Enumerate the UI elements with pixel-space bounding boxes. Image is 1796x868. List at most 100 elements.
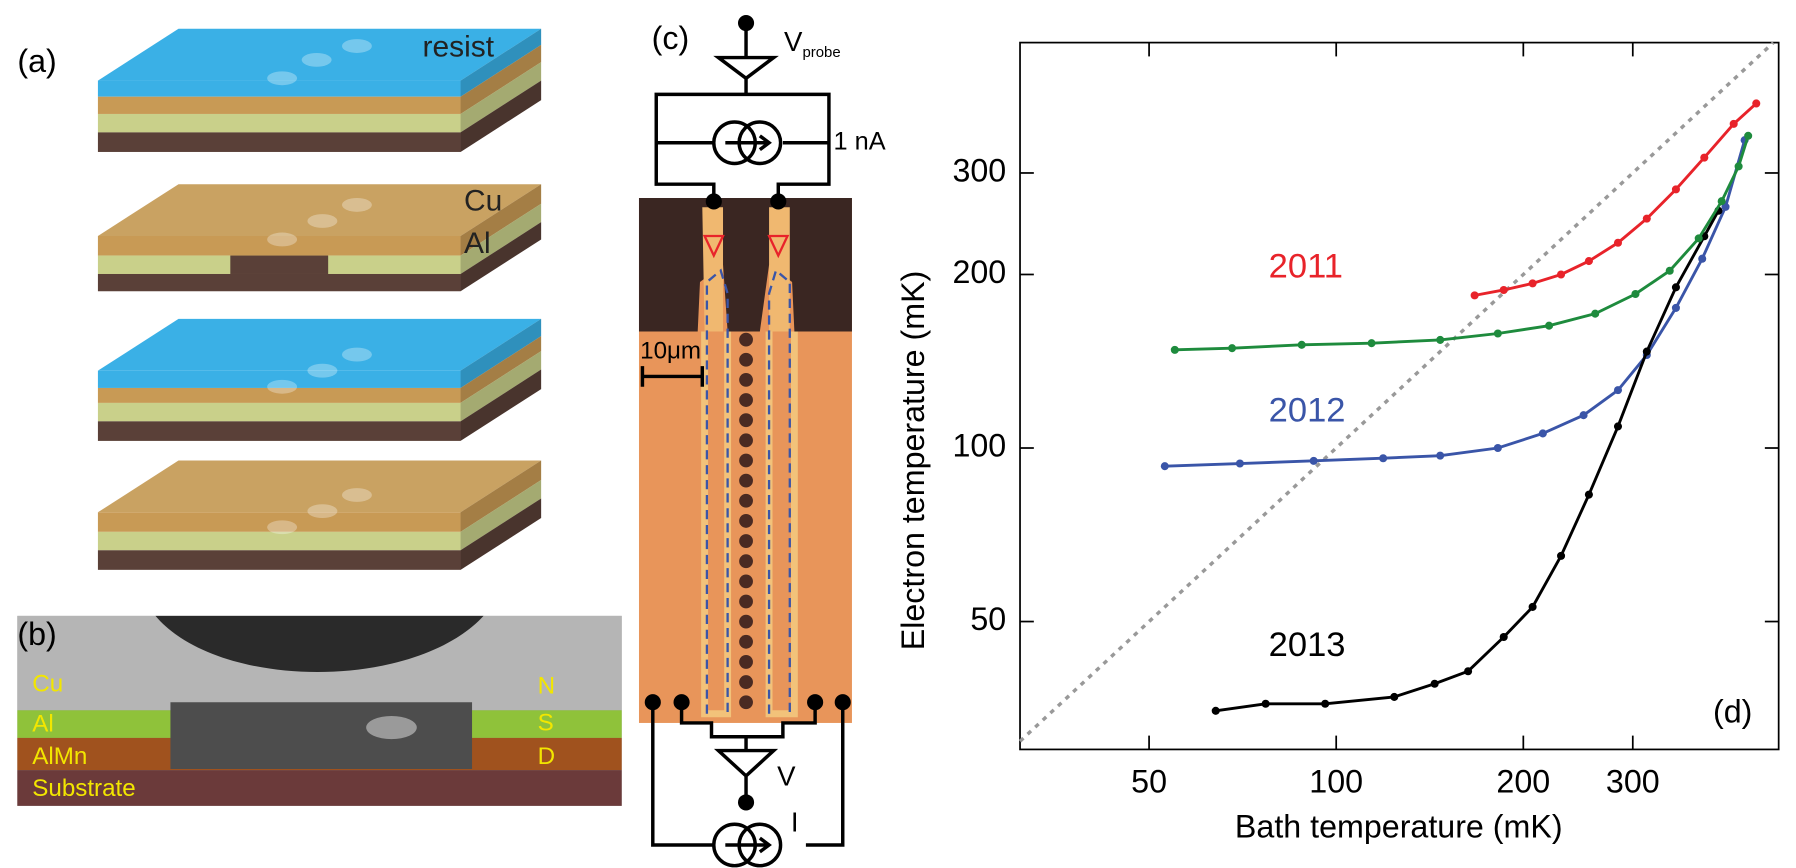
sem-substrate: [17, 770, 622, 806]
slab-layer: [97, 80, 461, 97]
slab-layer: [97, 531, 461, 551]
data-point: [1591, 309, 1600, 318]
data-point: [1613, 238, 1623, 247]
data-point: [1470, 291, 1479, 300]
slab-layer: [97, 402, 461, 422]
slab-shade: [460, 62, 542, 133]
pillar: [301, 52, 332, 67]
data-point: [1665, 266, 1674, 275]
terminals: [644, 14, 851, 811]
data-point: [1557, 551, 1566, 560]
slab-top: [97, 460, 542, 513]
current-label: I: [791, 807, 799, 838]
data-point: [1235, 459, 1244, 468]
data-point: [1642, 347, 1651, 356]
pillar: [307, 363, 338, 378]
series-label: 2011: [1269, 247, 1343, 285]
layer-label: Substrate: [32, 775, 135, 802]
series-line: [1474, 102, 1758, 297]
slab-gap: [230, 255, 329, 274]
panel-label: (c): [652, 20, 690, 56]
slab-layer: [97, 370, 461, 388]
layer-label: N: [538, 673, 555, 700]
panel-label: (a): [17, 43, 56, 79]
circuit: [651, 25, 845, 868]
terminal: [807, 694, 824, 711]
pillar: [307, 504, 338, 519]
slab-shade: [460, 44, 542, 114]
data-point: [1752, 99, 1761, 108]
sem-image: [17, 615, 622, 806]
pillar: [267, 379, 298, 394]
sem-particle: [366, 716, 417, 740]
panel-label: (b): [17, 616, 56, 652]
slab-side: [460, 80, 542, 152]
data-point: [1499, 633, 1508, 642]
slab-side: [460, 480, 542, 551]
slab-side: [460, 369, 542, 441]
layer-label: Cu: [32, 670, 63, 697]
device-outline: [705, 268, 791, 714]
slab-shade: [460, 460, 542, 532]
slab-shade: [460, 336, 542, 403]
current-arrow: [725, 836, 772, 854]
circuit-wire: [654, 25, 831, 199]
slab-top: [97, 318, 542, 371]
pillar: [267, 232, 298, 247]
data-point: [1493, 329, 1502, 338]
data-point: [1642, 214, 1651, 223]
data-point: [1584, 257, 1593, 266]
device-dot: [739, 675, 753, 689]
data-point: [1744, 131, 1753, 140]
x-tick-label: 100: [1309, 763, 1363, 799]
series-label: 2012: [1269, 391, 1346, 429]
slab-layer: [97, 512, 461, 532]
terminal: [770, 193, 787, 210]
data-point: [1430, 679, 1439, 688]
x-tick-label: 200: [1496, 763, 1550, 799]
slab-layer: [97, 235, 461, 256]
slab-shade: [460, 369, 542, 441]
data-point: [1671, 185, 1680, 194]
layer-label: Al: [464, 227, 491, 260]
data-point: [1698, 254, 1707, 263]
device-dot: [739, 332, 753, 347]
device-leads: [702, 207, 790, 332]
device-dot: [739, 372, 753, 387]
slab-side: [460, 222, 542, 292]
device-dot: [739, 433, 753, 448]
pillar: [267, 71, 298, 86]
data-point: [1671, 283, 1680, 292]
device-dot: [739, 655, 753, 669]
pillar: [307, 214, 338, 228]
pillar: [341, 39, 372, 53]
slab-shade: [460, 184, 542, 256]
data-point: [1309, 456, 1318, 465]
device-dot: [739, 493, 753, 508]
data-point: [1528, 602, 1537, 611]
layer-label: Cu: [464, 185, 502, 218]
terminal: [834, 694, 851, 711]
device-dot: [739, 614, 753, 629]
slab-side: [460, 28, 542, 97]
pillar: [267, 520, 298, 535]
layer-label: S: [538, 709, 554, 736]
x-tick-label: 300: [1606, 763, 1660, 799]
device-junction: [702, 234, 790, 259]
data-point: [1694, 234, 1703, 243]
device-wires: [701, 331, 798, 718]
plot-frame: [1019, 41, 1780, 751]
device-dot: [739, 453, 753, 468]
series-line: [1174, 135, 1750, 352]
device-dot: [739, 473, 753, 488]
slab-layer: [97, 273, 461, 292]
slab-side: [460, 498, 542, 570]
panel-a: [97, 28, 542, 570]
chart: Bath temperature (mK) Electron temperatu…: [895, 41, 1780, 844]
panel-label: (d): [1713, 693, 1752, 729]
data-point: [1528, 279, 1537, 288]
y-tick-label: 50: [970, 601, 1006, 637]
data-point: [1228, 344, 1237, 353]
